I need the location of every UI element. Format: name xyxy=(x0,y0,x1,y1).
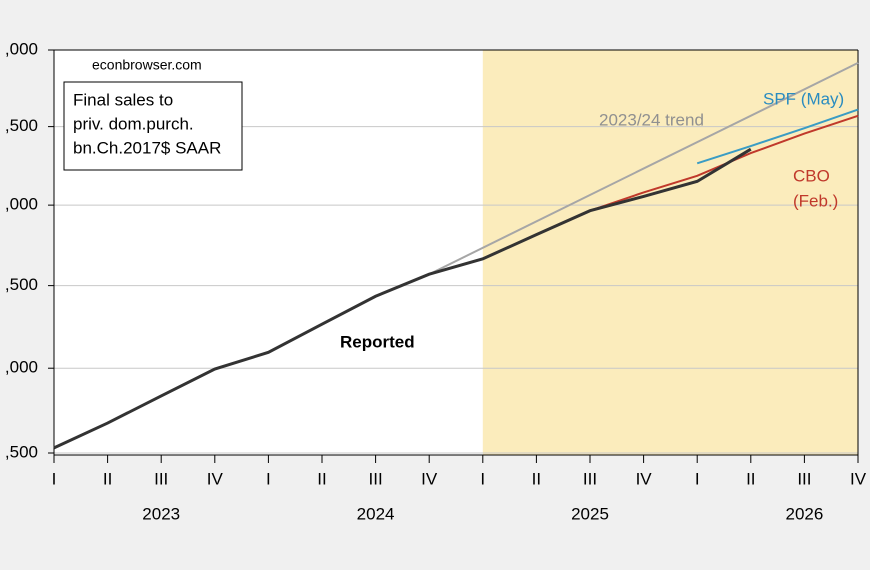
cbo-label: CBO xyxy=(793,166,830,185)
series-line xyxy=(428,61,859,276)
spf-label: SPF (May) xyxy=(763,89,844,108)
x-tick-label: I xyxy=(266,469,271,488)
x-tick-label: II xyxy=(746,469,755,488)
x-tick-label: I xyxy=(695,469,700,488)
x-tick-label: I xyxy=(52,469,57,488)
year-label: 2026 xyxy=(785,504,823,523)
x-tick-label: II xyxy=(103,469,112,488)
series-line xyxy=(53,147,752,450)
y-tick-label: ,000 xyxy=(5,39,38,58)
x-tick-label: II xyxy=(532,469,541,488)
x-tick-label: III xyxy=(154,469,168,488)
year-label: 2023 xyxy=(142,504,180,523)
x-tick-label: III xyxy=(797,469,811,488)
x-tick-label: IV xyxy=(636,469,653,488)
legend-text: bn.Ch.2017$ SAAR xyxy=(73,138,221,157)
reported-label: Reported xyxy=(340,332,415,351)
source: econbrowser.com xyxy=(92,57,202,73)
year-label: 2024 xyxy=(357,504,395,523)
x-tick-label: II xyxy=(317,469,326,488)
y-tick-label: ,500 xyxy=(5,116,38,135)
x-tick-label: III xyxy=(369,469,383,488)
x-tick-label: III xyxy=(583,469,597,488)
legend-box xyxy=(63,81,243,171)
trend-label: 2023/24 trend xyxy=(599,110,704,129)
forecast-shade xyxy=(482,50,858,455)
cbo-label: (Feb.) xyxy=(793,191,838,210)
legend-text: priv. dom.purch. xyxy=(73,114,194,133)
y-tick-label: ,000 xyxy=(5,195,38,214)
legend-text: Final sales to xyxy=(73,90,173,109)
y-tick-label: ,000 xyxy=(5,358,38,377)
x-tick-label: IV xyxy=(207,469,224,488)
x-tick-label: IV xyxy=(850,469,867,488)
year-label: 2025 xyxy=(571,504,609,523)
y-tick-label: ,500 xyxy=(5,442,38,461)
series-line xyxy=(696,108,859,165)
y-tick-label: ,500 xyxy=(5,275,38,294)
x-tick-label: I xyxy=(480,469,485,488)
x-tick-label: IV xyxy=(421,469,438,488)
